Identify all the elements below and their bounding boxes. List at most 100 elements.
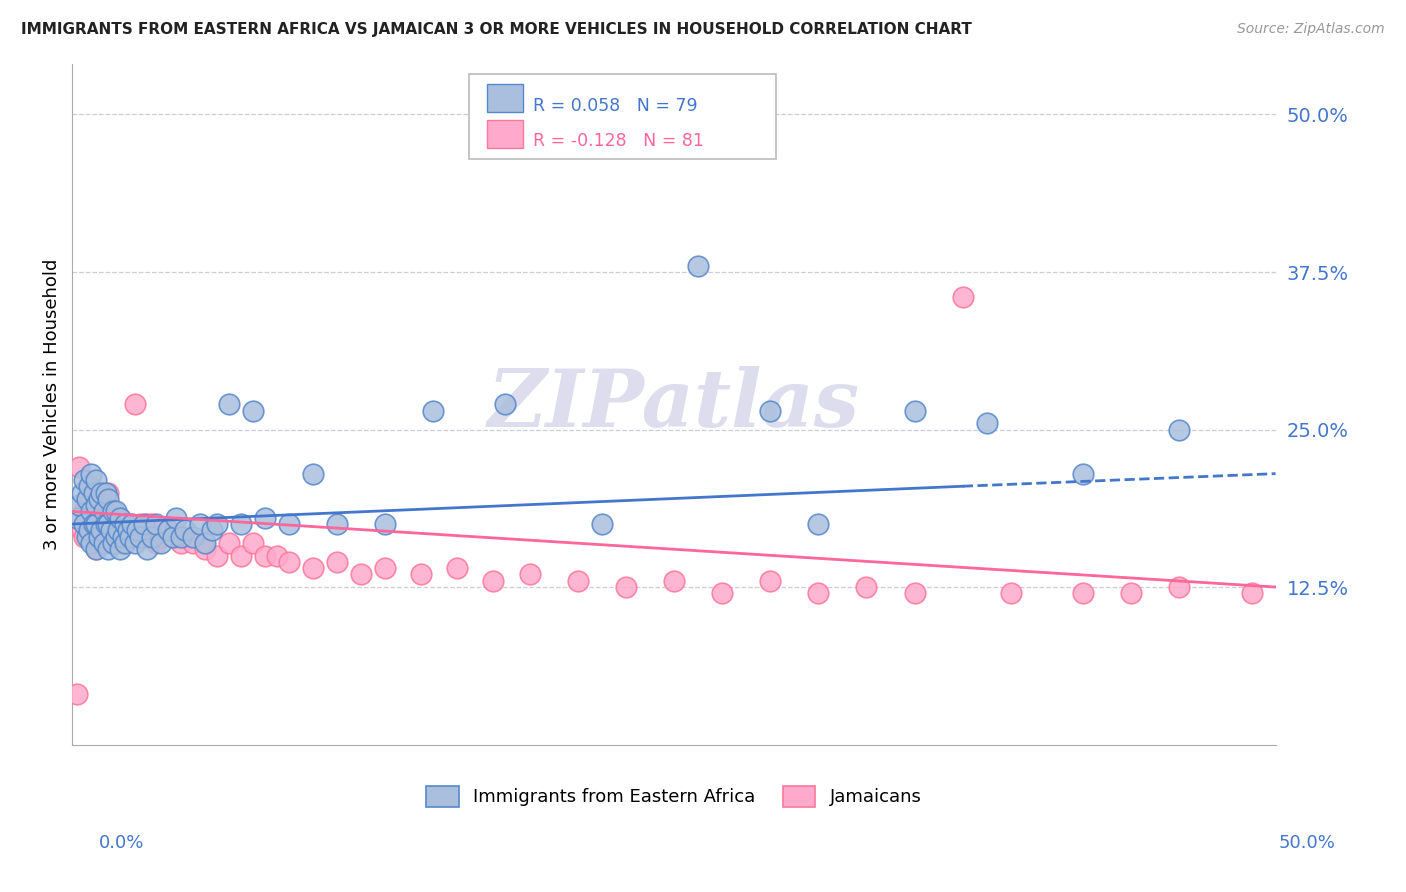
Point: [70, 524, 93, 538]
Text: 0.0%: 0.0%: [98, 834, 143, 852]
Point: [76, 530, 98, 544]
Point: [80, 536, 103, 550]
Point: [519, 567, 541, 582]
Point: [157, 524, 180, 538]
Point: [83, 504, 105, 518]
Point: [150, 530, 173, 544]
Point: [157, 524, 180, 538]
Point: [114, 536, 136, 550]
Point: [218, 397, 240, 411]
Point: [422, 403, 444, 417]
Point: [77, 524, 100, 538]
Point: [101, 517, 124, 532]
Point: [614, 580, 637, 594]
Point: [229, 549, 252, 563]
Point: [903, 403, 925, 417]
Point: [84, 473, 107, 487]
Point: [807, 586, 830, 600]
Point: [90, 524, 112, 538]
Point: [162, 530, 184, 544]
Point: [188, 517, 211, 532]
Text: Source: ZipAtlas.com: Source: ZipAtlas.com: [1237, 22, 1385, 37]
Point: [97, 517, 120, 532]
Point: [302, 467, 325, 481]
Point: [93, 510, 115, 524]
Point: [87, 504, 110, 518]
Bar: [488, 84, 523, 112]
Point: [138, 530, 160, 544]
Point: [111, 530, 134, 544]
Point: [591, 517, 613, 532]
Point: [145, 517, 167, 532]
FancyBboxPatch shape: [470, 74, 776, 160]
Point: [66, 510, 89, 524]
Point: [759, 574, 782, 588]
Point: [84, 517, 107, 532]
Point: [121, 517, 143, 532]
Point: [83, 524, 105, 538]
Point: [104, 504, 127, 518]
Point: [80, 517, 103, 532]
Point: [952, 290, 974, 304]
Point: [807, 517, 830, 532]
Point: [686, 259, 709, 273]
Point: [1121, 586, 1143, 600]
Point: [124, 536, 146, 550]
Point: [97, 530, 120, 544]
Point: [1071, 586, 1094, 600]
Point: [107, 517, 129, 532]
Point: [134, 530, 156, 544]
Point: [277, 555, 299, 569]
Point: [100, 524, 122, 538]
Point: [128, 530, 150, 544]
Point: [134, 517, 156, 532]
Point: [242, 536, 264, 550]
Point: [662, 574, 685, 588]
Point: [118, 517, 141, 532]
Point: [127, 524, 149, 538]
Point: [855, 580, 877, 594]
Point: [302, 561, 325, 575]
Point: [80, 504, 103, 518]
Point: [94, 517, 117, 532]
Point: [1168, 423, 1191, 437]
Point: [169, 530, 191, 544]
Point: [100, 524, 122, 538]
Point: [253, 510, 276, 524]
Bar: [488, 120, 523, 148]
Point: [117, 530, 139, 544]
Point: [205, 549, 228, 563]
Point: [194, 536, 217, 550]
Point: [1240, 586, 1263, 600]
Point: [711, 586, 734, 600]
Point: [374, 517, 396, 532]
Point: [73, 517, 96, 532]
Point: [145, 536, 167, 550]
Point: [131, 530, 153, 544]
Point: [218, 536, 240, 550]
Point: [73, 504, 96, 518]
Point: [1071, 467, 1094, 481]
Point: [181, 536, 204, 550]
Point: [84, 542, 107, 557]
Point: [93, 504, 115, 518]
Point: [141, 517, 163, 532]
Point: [104, 530, 127, 544]
Point: [165, 510, 187, 524]
Text: 50.0%: 50.0%: [1279, 834, 1336, 852]
Point: [374, 561, 396, 575]
Y-axis label: 3 or more Vehicles in Household: 3 or more Vehicles in Household: [44, 259, 60, 550]
Point: [77, 504, 100, 518]
Point: [70, 485, 93, 500]
Point: [84, 517, 107, 532]
Point: [90, 485, 112, 500]
Point: [87, 530, 110, 544]
Point: [104, 530, 127, 544]
Point: [903, 586, 925, 600]
Point: [174, 524, 197, 538]
Point: [326, 517, 349, 532]
Point: [76, 517, 98, 532]
Point: [114, 517, 136, 532]
Legend: Immigrants from Eastern Africa, Jamaicans: Immigrants from Eastern Africa, Jamaican…: [419, 779, 929, 814]
Point: [482, 574, 505, 588]
